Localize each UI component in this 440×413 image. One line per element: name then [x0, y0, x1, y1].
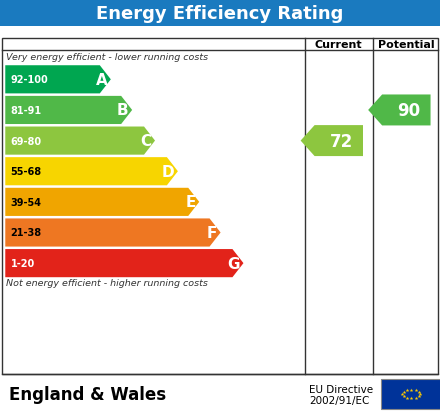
Text: 90: 90: [397, 102, 420, 120]
Polygon shape: [5, 158, 178, 186]
Text: D: D: [162, 164, 174, 179]
Bar: [0, 0, 440, 27]
Text: 81-91: 81-91: [11, 106, 42, 116]
Polygon shape: [5, 97, 132, 125]
Text: 21-38: 21-38: [11, 228, 42, 238]
Text: G: G: [227, 256, 240, 271]
Bar: [2, 39, 438, 375]
Polygon shape: [5, 127, 155, 155]
Text: 92-100: 92-100: [11, 75, 48, 85]
Text: EU Directive: EU Directive: [309, 384, 374, 394]
Text: England & Wales: England & Wales: [9, 385, 166, 403]
Text: A: A: [95, 73, 107, 88]
Text: F: F: [207, 225, 217, 240]
Polygon shape: [5, 66, 111, 94]
Text: C: C: [140, 134, 151, 149]
Text: Current: Current: [315, 40, 363, 50]
Text: Energy Efficiency Rating: Energy Efficiency Rating: [96, 5, 344, 23]
Text: 2002/91/EC: 2002/91/EC: [309, 394, 370, 405]
Text: E: E: [185, 195, 196, 210]
Text: Very energy efficient - lower running costs: Very energy efficient - lower running co…: [6, 52, 208, 62]
Polygon shape: [301, 126, 363, 157]
Text: 69-80: 69-80: [11, 136, 42, 146]
Text: 1-20: 1-20: [11, 259, 35, 268]
Text: 72: 72: [330, 132, 352, 150]
Polygon shape: [368, 95, 431, 126]
Text: Potential: Potential: [378, 40, 435, 50]
Text: 39-54: 39-54: [11, 197, 41, 207]
Polygon shape: [5, 188, 199, 216]
Polygon shape: [5, 249, 243, 278]
Bar: [381, 379, 440, 409]
Text: B: B: [117, 103, 128, 118]
Text: 55-68: 55-68: [11, 167, 42, 177]
Text: Not energy efficient - higher running costs: Not energy efficient - higher running co…: [6, 279, 208, 288]
Polygon shape: [5, 219, 220, 247]
